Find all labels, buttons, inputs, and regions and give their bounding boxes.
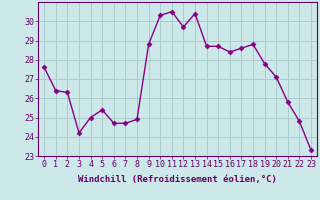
X-axis label: Windchill (Refroidissement éolien,°C): Windchill (Refroidissement éolien,°C) — [78, 175, 277, 184]
